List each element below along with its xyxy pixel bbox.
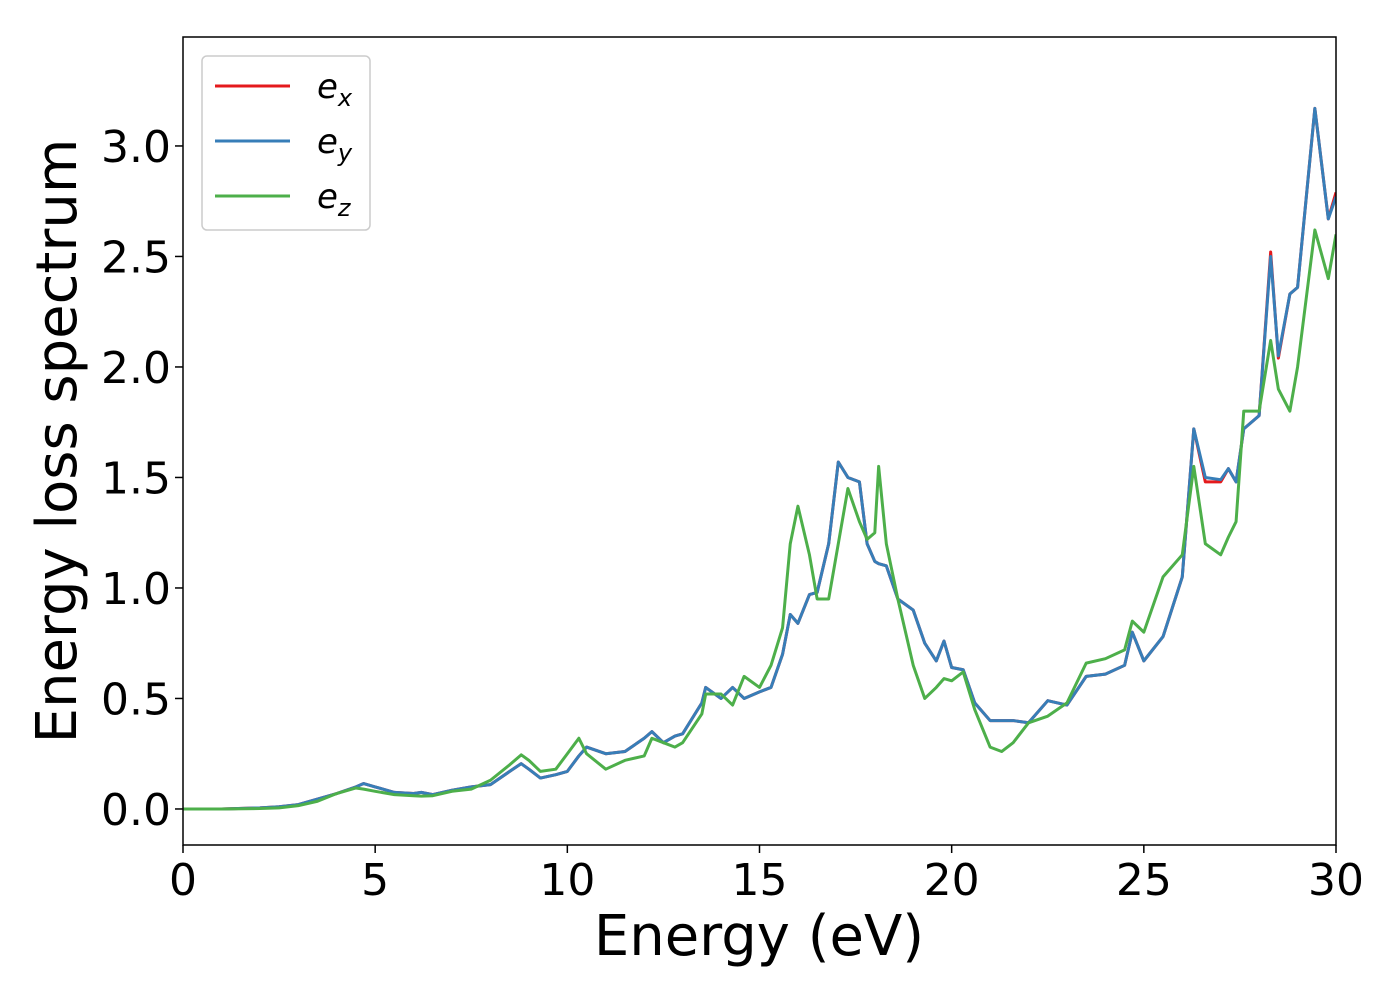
x-tick-label: 5 bbox=[361, 855, 389, 906]
y-tick-label: 2.0 bbox=[101, 343, 171, 394]
y-tick-label: 1.0 bbox=[101, 564, 171, 615]
x-tick-label: 0 bbox=[169, 855, 197, 906]
y-tick-label: 0.5 bbox=[101, 674, 171, 725]
x-tick-label: 15 bbox=[732, 855, 788, 906]
legend-label: ex bbox=[317, 67, 353, 112]
legend-box bbox=[201, 55, 371, 231]
x-tick-label: 30 bbox=[1308, 855, 1364, 906]
data-line bbox=[183, 228, 1336, 811]
legend-label: ez bbox=[317, 177, 352, 222]
y-axis-label: Energy loss spectrum bbox=[25, 139, 90, 744]
x-axis-label: Energy (eV) bbox=[594, 904, 924, 969]
x-tick-label: 25 bbox=[1116, 855, 1172, 906]
legend: ex ey ez bbox=[201, 55, 371, 231]
y-tick-label: 1.5 bbox=[101, 453, 171, 504]
y-tick-label: 0.0 bbox=[101, 785, 171, 836]
x-tick-label: 10 bbox=[539, 855, 595, 906]
legend-label: ey bbox=[317, 122, 353, 167]
y-tick-label: 2.5 bbox=[101, 232, 171, 283]
x-tick-label: 20 bbox=[924, 855, 980, 906]
y-tick-label: 3.0 bbox=[101, 122, 171, 173]
plot-frame bbox=[182, 36, 1337, 846]
